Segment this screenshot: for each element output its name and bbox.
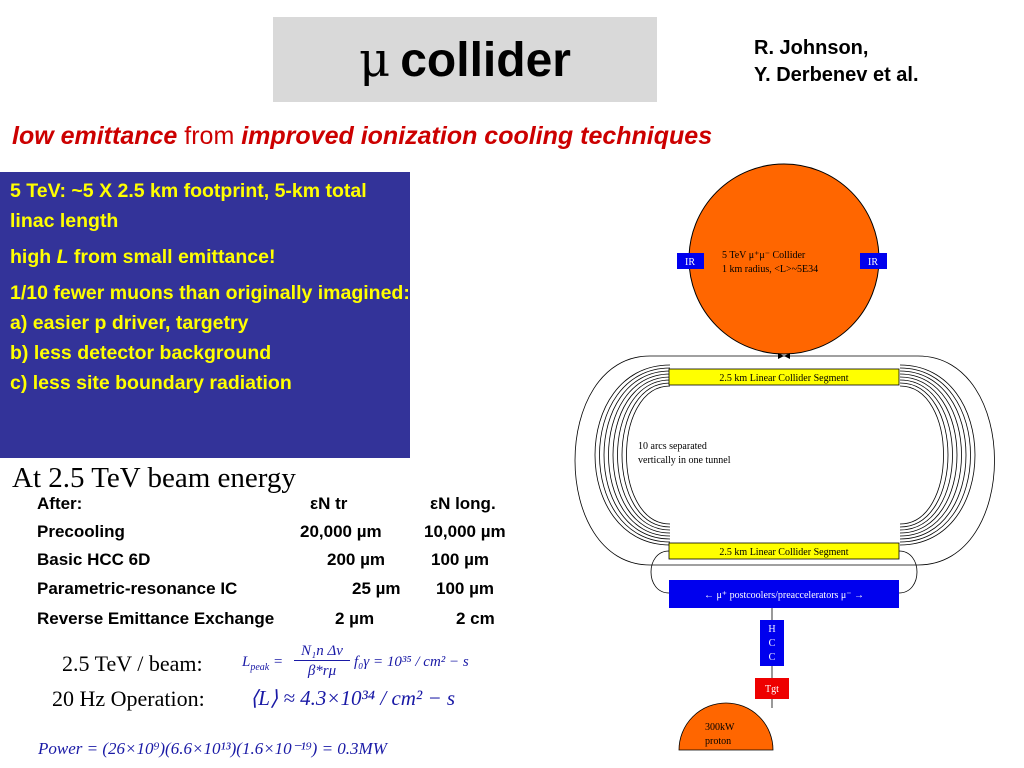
ir-right-label: IR xyxy=(868,257,878,268)
table-cell-label: Reverse Emittance Exchange xyxy=(37,609,275,628)
ir-left-label: IR xyxy=(685,257,695,268)
table-row: Basic HCC 6D 200 µm 100 µm xyxy=(37,550,537,578)
collider-diagram: 5 TeV μ⁺μ⁻ Collider 1 km radius, <L>~5E3… xyxy=(574,163,995,751)
lpeak-denominator: β*rμ xyxy=(307,663,337,679)
table-cell-label: Parametric-resonance IC xyxy=(37,579,238,598)
table-header-col2: εN long. xyxy=(430,494,496,513)
subtitle-part-3: improved ionization cooling techniques xyxy=(241,122,713,150)
table-cell-long: 100 µm xyxy=(431,550,489,569)
postcoolers-label: ← μ⁺ postcoolers/preaccelerators μ⁻ → xyxy=(704,590,864,601)
summary-item-c: c) less site boundary radiation xyxy=(10,372,292,394)
beam-energy-heading: At 2.5 TeV beam energy xyxy=(12,462,296,494)
proton-label-2: proton xyxy=(705,736,731,747)
lpeak-rhs: f₀γ = 10³⁵ / cm² − s xyxy=(354,654,469,670)
table-row: Reverse Emittance Exchange 2 µm 2 cm xyxy=(37,609,537,637)
avg-lum-label: 20 Hz Operation: xyxy=(52,686,205,711)
lpeak-numerator: N₁n Δν xyxy=(294,642,350,661)
author-line-1: R. Johnson, xyxy=(754,37,869,59)
subtitle-part-1: low emittance xyxy=(12,122,178,150)
linac-top-label: 2.5 km Linear Collider Segment xyxy=(719,373,848,384)
hcc-box xyxy=(760,620,784,666)
table-row: Parametric-resonance IC 25 µm 100 µm xyxy=(37,579,537,607)
postcoolers-box xyxy=(669,580,899,608)
summary-item-b: b) less detector background xyxy=(10,342,272,364)
hcc-letter-3: C xyxy=(769,652,776,663)
lpeak-label: 2.5 TeV / beam: xyxy=(62,651,203,676)
ring-label-1: 5 TeV μ⁺μ⁻ Collider xyxy=(722,250,806,261)
ir-left-box xyxy=(677,253,704,269)
table-cell-tr: 200 µm xyxy=(327,550,385,569)
summary-luminosity: high L from small emittance! xyxy=(10,242,410,272)
title-box: μ collider xyxy=(273,17,657,102)
table-cell-tr: 20,000 µm xyxy=(300,522,382,541)
lpeak-sub: peak xyxy=(250,662,270,673)
ring-label-2: 1 km radius, <L>~5E34 xyxy=(722,264,818,275)
slide-title: μ collider xyxy=(359,32,571,88)
summary-footprint: 5 TeV: ~5 X 2.5 km footprint, 5-km total… xyxy=(10,180,367,232)
table-cell-tr: 2 µm xyxy=(335,609,375,628)
table-cell-label: Precooling xyxy=(37,522,125,541)
summary-box: 5 TeV: ~5 X 2.5 km footprint, 5-km total… xyxy=(0,172,410,458)
arcs-label-1: 10 arcs separated xyxy=(638,441,707,452)
title-mu-symbol: μ xyxy=(359,31,391,88)
arcs-label-2: vertically in one tunnel xyxy=(638,455,731,466)
table-header-label: After: xyxy=(37,494,83,513)
linac-bottom-label: 2.5 km Linear Collider Segment xyxy=(719,547,848,558)
summary-lum-c: from small emittance! xyxy=(68,246,276,268)
summary-item-a: a) easier p driver, targetry xyxy=(10,312,249,334)
table-header-col1: εN tr xyxy=(310,494,348,513)
table-cell-label: Basic HCC 6D xyxy=(37,550,151,569)
table-cell-tr: 25 µm xyxy=(352,579,401,598)
target-label: Tgt xyxy=(765,684,779,695)
summary-fewer-muons: 1/10 fewer muons than originally imagine… xyxy=(10,282,410,304)
author-line-2: Y. Derbenev et al. xyxy=(754,64,919,86)
avg-lum-formula: ⟨L⟩ ≈ 4.3×10³⁴ / cm² − s xyxy=(250,686,456,710)
ir-right-box xyxy=(860,253,887,269)
target-box xyxy=(755,678,789,699)
title-text: collider xyxy=(400,33,571,87)
proton-label-1: 300kW xyxy=(705,722,735,733)
table-cell-long: 2 cm xyxy=(456,609,495,628)
authors: R. Johnson, Y. Derbenev et al. xyxy=(754,35,919,89)
lpeak-l: L xyxy=(242,654,251,670)
linac-top xyxy=(668,368,900,386)
table-header: After: εN tr εN long. xyxy=(37,494,537,522)
power-formula: Power = (26×10⁹)(6.6×10¹³)(1.6×10⁻¹⁹) = … xyxy=(38,739,387,758)
arcs-right xyxy=(899,355,995,566)
proton-driver xyxy=(678,702,774,751)
hcc-letter-2: C xyxy=(769,638,776,649)
summary-lum-a: high xyxy=(10,246,57,268)
table-cell-long: 100 µm xyxy=(436,579,494,598)
hcc-letter-1: H xyxy=(768,624,775,635)
subtitle: low emittance from improved ionization c… xyxy=(12,122,712,151)
subtitle-part-2: from xyxy=(184,122,235,150)
table-cell-long: 10,000 µm xyxy=(424,522,506,541)
table-row: Precooling 20,000 µm 10,000 µm xyxy=(37,522,537,550)
summary-lum-l: L xyxy=(56,246,69,268)
